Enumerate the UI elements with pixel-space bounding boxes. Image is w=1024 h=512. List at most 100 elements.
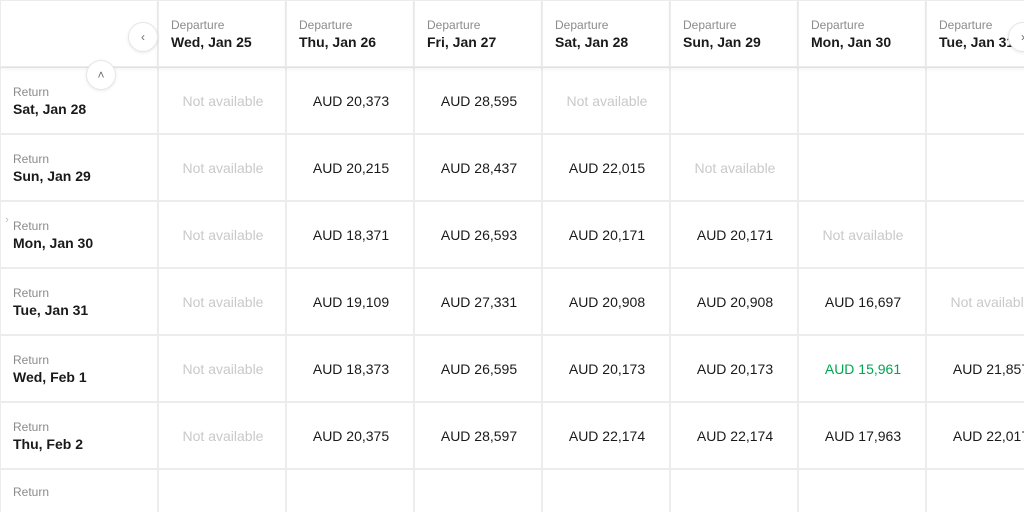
fare-price-lowest: AUD 15,961 [825,361,901,377]
fare-cell[interactable]: AUD 20,908 [542,268,670,335]
departure-date: Fri, Jan 27 [427,34,531,50]
fare-price: AUD 22,174 [569,428,645,444]
departure-label: Departure [171,18,275,32]
fare-cell [926,67,1024,134]
fare-cell[interactable]: AUD 22,174 [542,402,670,469]
not-available-text: Not available [183,160,264,176]
fare-cell[interactable]: AUD 22,015 [542,134,670,201]
fare-cell[interactable]: AUD 15,961 [798,335,926,402]
fare-cell: Not available [158,402,286,469]
fare-cell [926,201,1024,268]
return-row-header[interactable]: Return Sat, Jan 28 [0,67,158,134]
fare-price: AUD 22,015 [569,160,645,176]
departure-column-header[interactable]: Departure Wed, Jan 25 [158,0,286,67]
fare-matrix: Departure Wed, Jan 25 Departure Thu, Jan… [0,0,1024,512]
fare-cell[interactable]: AUD 20,375 [286,402,414,469]
return-label: Return [13,219,147,233]
fare-cell [670,67,798,134]
departure-label: Departure [683,18,787,32]
fare-cell: Not available [798,201,926,268]
departure-date: Sat, Jan 28 [555,34,659,50]
fare-cell[interactable]: AUD 20,373 [286,67,414,134]
fare-cell[interactable]: AUD 20,215 [286,134,414,201]
fare-price: AUD 27,331 [441,294,517,310]
fare-cell[interactable]: AUD 22,017 [926,402,1024,469]
return-row-header[interactable]: Return Mon, Jan 30 [0,201,158,268]
fare-price: AUD 28,597 [441,428,517,444]
fare-cell[interactable]: AUD 26,595 [414,335,542,402]
left-edge-chevron-icon: › [0,200,14,240]
fare-cell[interactable]: AUD 20,908 [670,268,798,335]
return-row-header[interactable]: Return Wed, Feb 1 [0,335,158,402]
fare-cell[interactable]: AUD 20,171 [670,201,798,268]
departure-column-header[interactable]: Departure Sat, Jan 28 [542,0,670,67]
return-row-header[interactable]: Return Thu, Feb 2 [0,402,158,469]
fare-cell: Not available [158,134,286,201]
fare-cell[interactable]: AUD 27,331 [414,268,542,335]
return-label: Return [13,353,147,367]
departure-column-header[interactable]: Departure Thu, Jan 26 [286,0,414,67]
fare-cell [542,469,670,512]
return-row-header[interactable]: Return Sun, Jan 29 [0,134,158,201]
fare-cell[interactable]: AUD 21,857 [926,335,1024,402]
return-row-header[interactable]: Return Tue, Jan 31 [0,268,158,335]
chevron-left-icon: ‹ [141,30,145,44]
fare-price: AUD 20,173 [697,361,773,377]
fare-cell[interactable]: AUD 19,109 [286,268,414,335]
not-available-text: Not available [183,227,264,243]
return-date: Tue, Jan 31 [13,302,147,318]
fare-price: AUD 22,174 [697,428,773,444]
departure-label: Departure [299,18,403,32]
fare-price: AUD 20,908 [569,294,645,310]
fare-cell [414,469,542,512]
return-date: Sun, Jan 29 [13,168,147,184]
fare-cell[interactable]: AUD 28,595 [414,67,542,134]
fare-price: AUD 28,595 [441,93,517,109]
fare-cell: Not available [158,335,286,402]
return-row-header[interactable]: Return [0,469,158,512]
fare-cell[interactable]: AUD 20,171 [542,201,670,268]
fare-cell [158,469,286,512]
fare-price: AUD 20,373 [313,93,389,109]
fare-cell [798,469,926,512]
fare-cell[interactable]: AUD 16,697 [798,268,926,335]
chevron-up-icon: ˄ [97,68,104,82]
fare-cell[interactable]: AUD 18,371 [286,201,414,268]
departure-column-header[interactable]: Departure Sun, Jan 29 [670,0,798,67]
fare-price: AUD 21,857 [953,361,1024,377]
return-label: Return [13,152,147,166]
departure-column-header[interactable]: Departure Fri, Jan 27 [414,0,542,67]
scroll-departures-left-button[interactable]: ‹ [128,22,158,52]
departure-date: Thu, Jan 26 [299,34,403,50]
fare-cell[interactable]: AUD 22,174 [670,402,798,469]
fare-cell: Not available [158,201,286,268]
fare-price: AUD 20,908 [697,294,773,310]
departure-date: Mon, Jan 30 [811,34,915,50]
fare-cell: Not available [926,268,1024,335]
fare-cell: Not available [158,268,286,335]
fare-cell[interactable]: AUD 20,173 [670,335,798,402]
fare-price: AUD 20,171 [569,227,645,243]
return-date: Mon, Jan 30 [13,235,147,251]
fare-cell[interactable]: AUD 26,593 [414,201,542,268]
fare-cell: Not available [670,134,798,201]
departure-column-header[interactable]: Departure Mon, Jan 30 [798,0,926,67]
not-available-text: Not available [951,294,1024,310]
fare-cell: Not available [158,67,286,134]
fare-cell [798,67,926,134]
fare-price: AUD 20,215 [313,160,389,176]
return-label: Return [13,85,147,99]
fare-price: AUD 17,963 [825,428,901,444]
not-available-text: Not available [183,361,264,377]
return-date: Thu, Feb 2 [13,436,147,452]
fare-cell[interactable]: AUD 20,173 [542,335,670,402]
departure-label: Departure [555,18,659,32]
departure-label: Departure [427,18,531,32]
fare-cell[interactable]: AUD 28,597 [414,402,542,469]
fare-cell[interactable]: AUD 17,963 [798,402,926,469]
departure-label: Departure [811,18,915,32]
fare-cell [926,134,1024,201]
fare-cell[interactable]: AUD 28,437 [414,134,542,201]
scroll-returns-up-button[interactable]: ˄ [86,60,116,90]
fare-cell[interactable]: AUD 18,373 [286,335,414,402]
